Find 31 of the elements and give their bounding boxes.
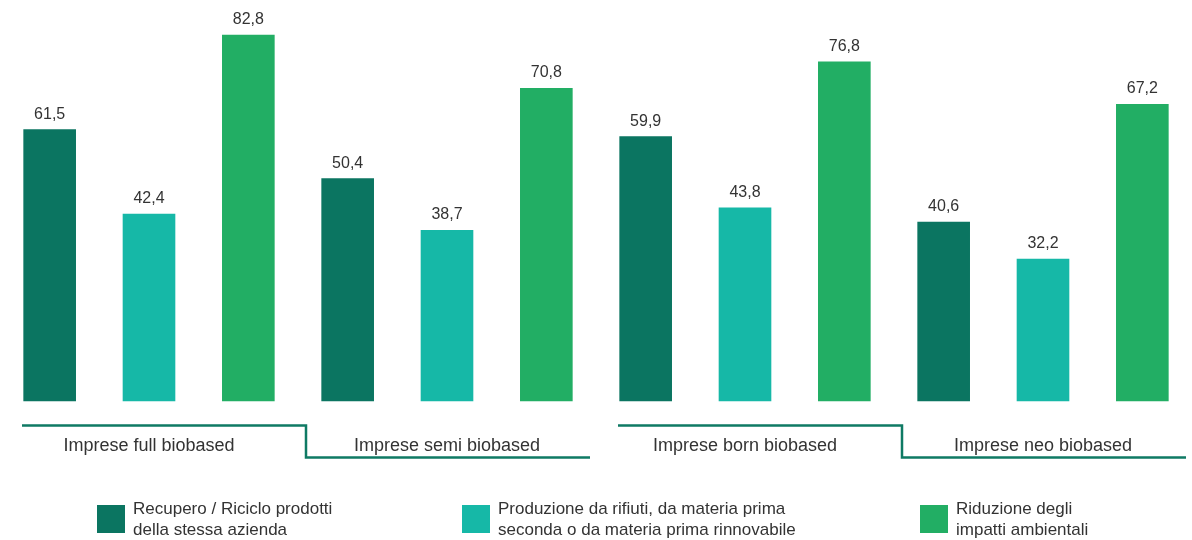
bar: [122, 213, 176, 402]
data-label: 76,8: [828, 36, 861, 54]
bar: [222, 34, 275, 402]
data-label: 38,7: [431, 205, 463, 223]
data-label: 82,8: [232, 10, 265, 28]
legend-label: Recupero / Riciclo prodotti della stessa azienda: [133, 498, 334, 540]
bar: [619, 136, 672, 402]
bar: [23, 129, 76, 402]
x-tick-label: Imprese semi biobased: [353, 435, 541, 456]
data-label: 70,8: [530, 63, 563, 81]
bar: [1016, 258, 1070, 402]
bar: [718, 207, 772, 402]
bar: [420, 230, 474, 402]
data-label: 43,8: [729, 182, 761, 200]
data-label: 50,4: [332, 153, 364, 171]
bar: [321, 178, 374, 402]
data-label: 32,2: [1027, 234, 1059, 252]
data-label: 59,9: [630, 111, 662, 129]
data-label: 61,5: [34, 104, 66, 122]
legend-label: Riduzione degli impatti ambientali: [956, 498, 1090, 540]
data-label: 42,4: [133, 189, 165, 207]
x-tick-label: Imprese born biobased: [652, 435, 838, 456]
legend-label: Produzione da rifiuti, da materia prima seconda o da materia prima rinnovabile: [498, 498, 797, 540]
bar: [520, 87, 573, 402]
bar: [917, 221, 970, 402]
data-label: 40,6: [928, 197, 960, 215]
bar: [818, 61, 871, 402]
data-label: 67,2: [1126, 79, 1159, 97]
bar: [1116, 103, 1169, 402]
x-tick-label: Imprese full biobased: [63, 435, 235, 456]
x-tick-label: Imprese neo biobased: [953, 435, 1133, 456]
